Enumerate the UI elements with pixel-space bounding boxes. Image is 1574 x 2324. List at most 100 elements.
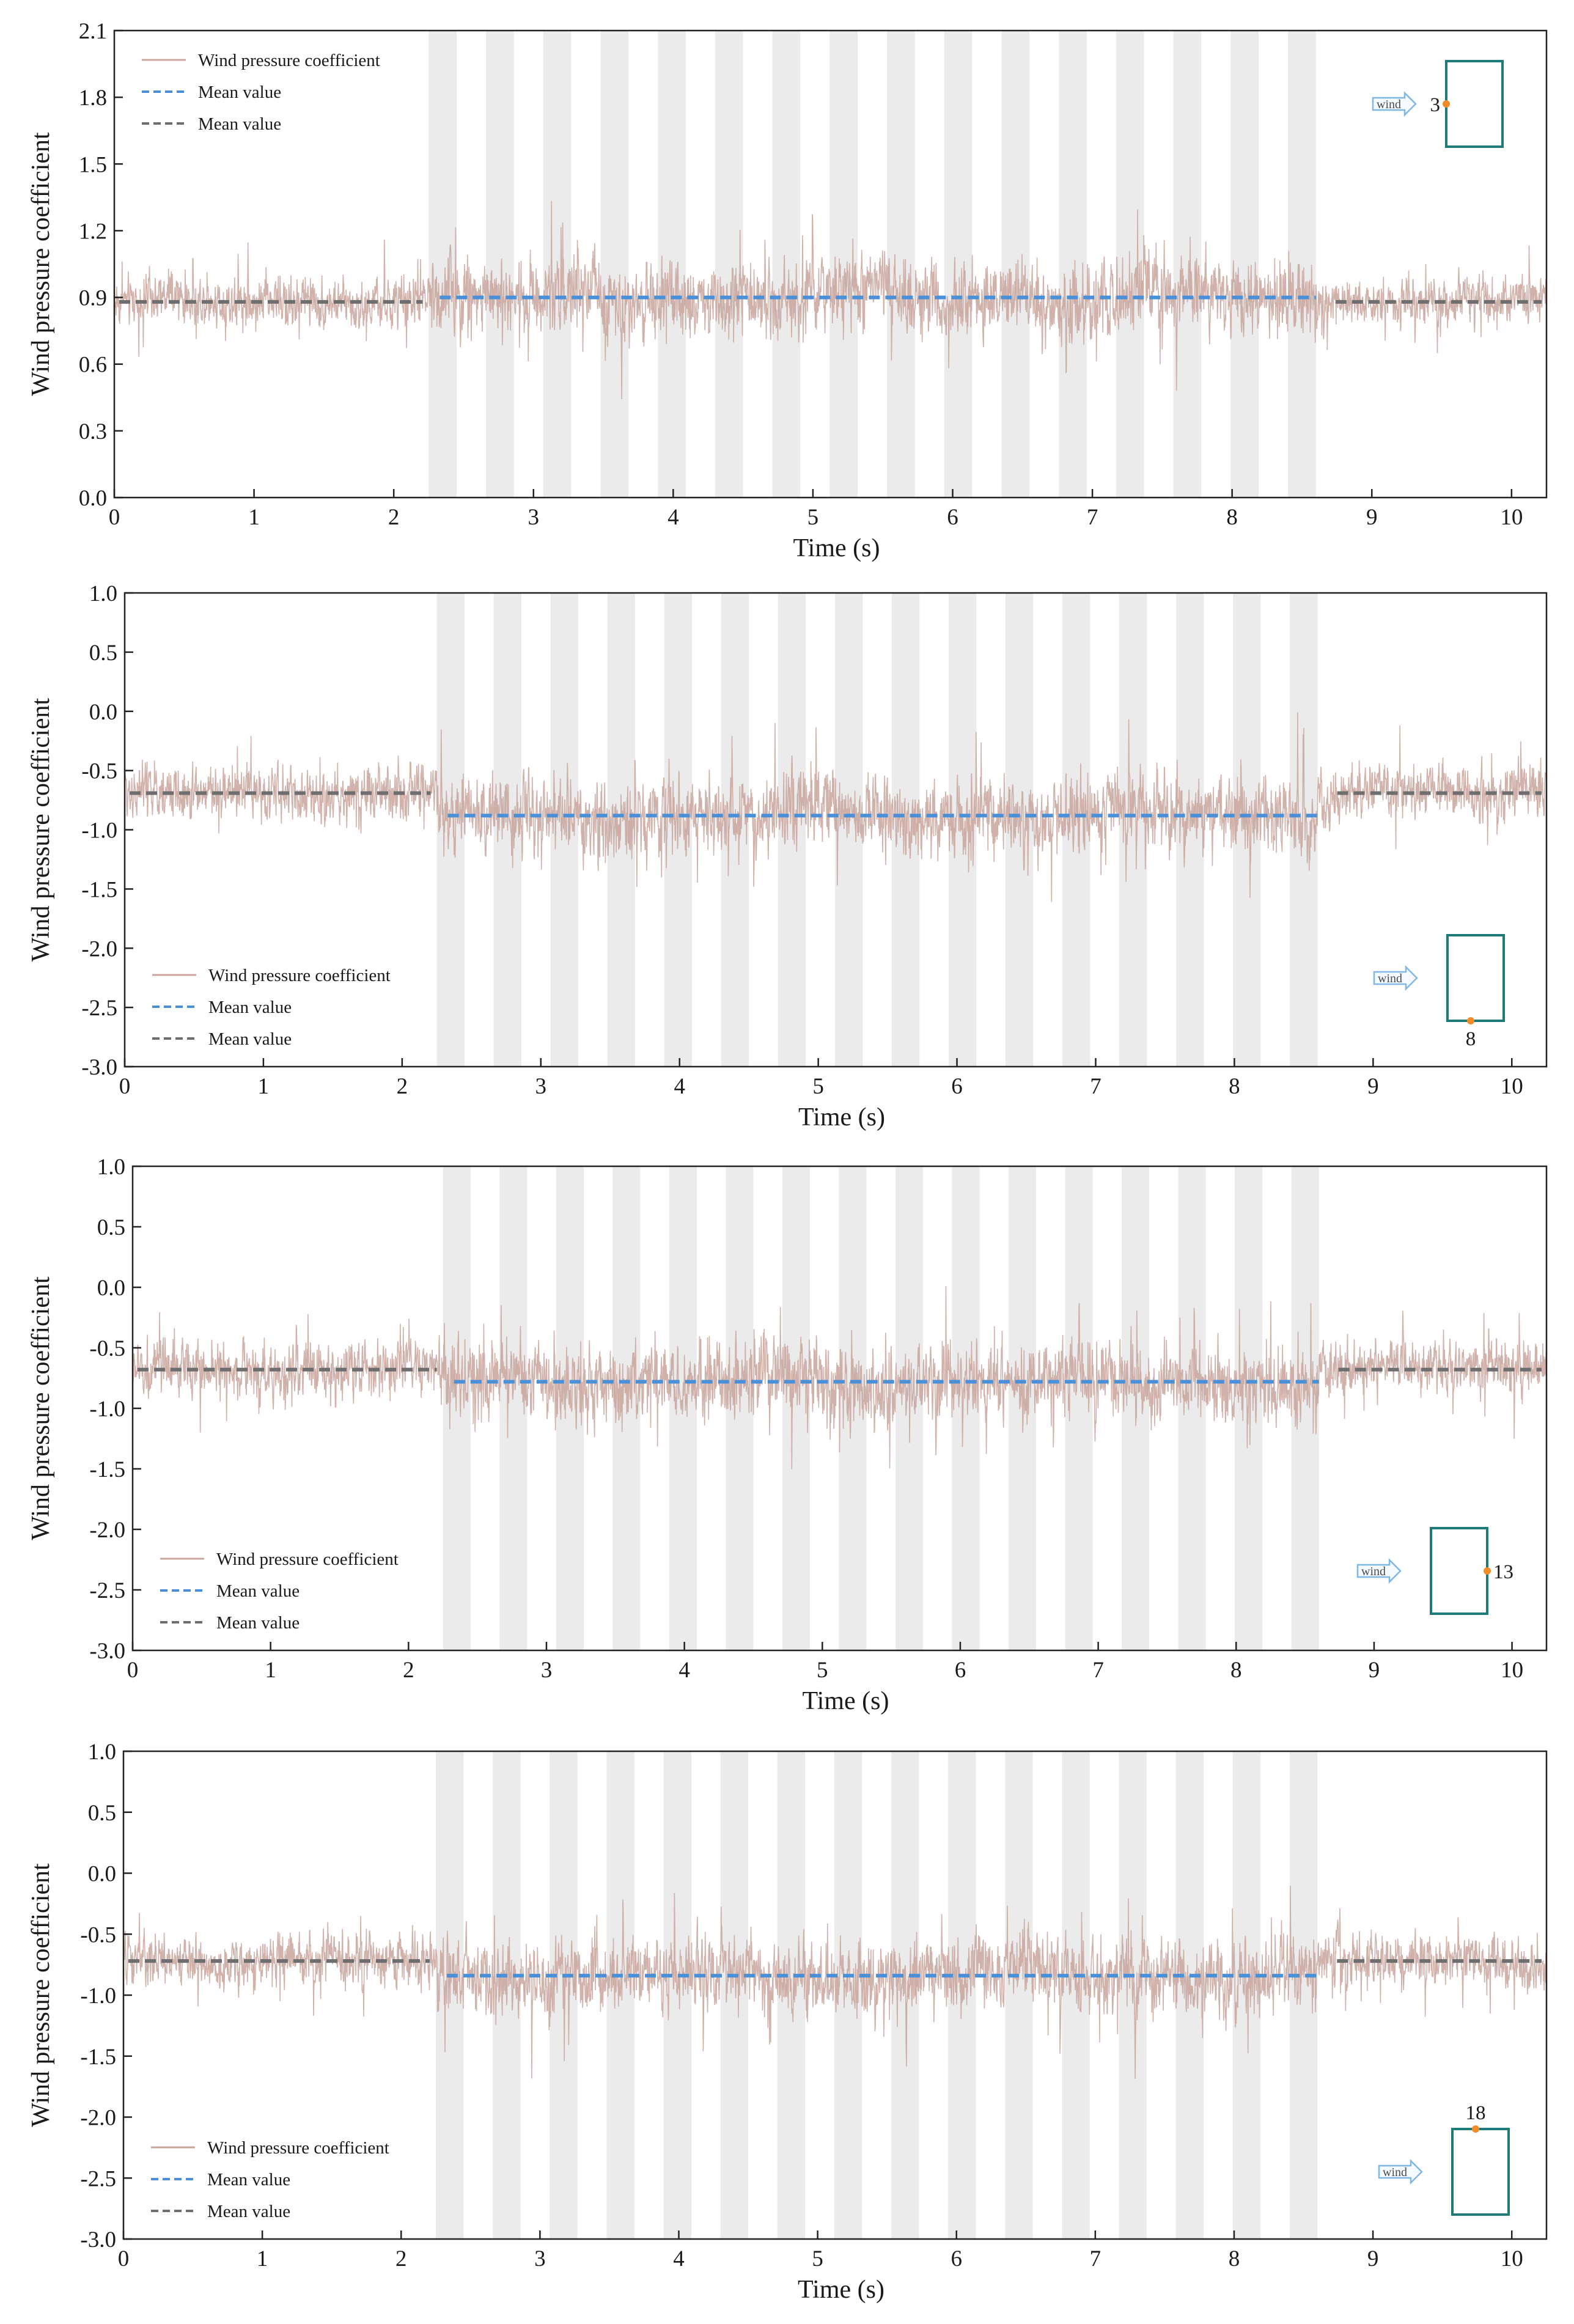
- legend-label: Wind pressure coefficient: [198, 51, 380, 70]
- legend: Wind pressure coefficient Mean value Mean …: [151, 2138, 389, 2221]
- y-tick-label: -0.5: [81, 759, 117, 784]
- chart-panel-3: 0 1 2 3 4 5 6 7 8 9 10 Time (s) -3.0 -2.5 -2.0 -1.5 -1.0…: [27, 1155, 1548, 1715]
- building-outline: [1451, 2128, 1510, 2216]
- wind-label: wind: [1377, 98, 1401, 111]
- legend-label: Mean value: [198, 83, 281, 102]
- wind-label: wind: [1361, 1565, 1386, 1578]
- y-tick-label: -3.0: [81, 1055, 117, 1080]
- excitation-band: [1230, 31, 1259, 498]
- signal-series: [114, 200, 1546, 399]
- y-tick-label: -1.0: [81, 818, 117, 844]
- x-tick-label: 1: [257, 2246, 268, 2271]
- legend-label: Wind pressure coefficient: [208, 966, 391, 985]
- x-tick-label: 9: [1367, 1074, 1379, 1099]
- plot-frame: [113, 29, 1548, 499]
- y-axis: 0.0 0.3 0.6 0.9 1.2 1.5 1.8 2.1: [79, 19, 123, 511]
- building-inset: wind 13: [1356, 1527, 1513, 1615]
- y-axis: -3.0 -2.5 -2.0 -1.5 -1.0 -0.5 0.0 0.5 1.0: [89, 1155, 141, 1664]
- y-tick-label: 0.0: [88, 1862, 116, 1887]
- excitation-band: [891, 1751, 919, 2239]
- x-axis-title: Time (s): [793, 534, 880, 562]
- tap-label: 13: [1493, 1561, 1513, 1583]
- x-tick-label: 1: [258, 1074, 270, 1099]
- x-tick-label: 1: [248, 505, 260, 530]
- wind-arrow-icon: [1378, 2158, 1423, 2185]
- x-tick-label: 8: [1229, 2246, 1240, 2271]
- y-tick-label: 0.9: [79, 286, 107, 311]
- x-tick-label: 7: [1090, 2246, 1101, 2271]
- x-axis-title: Time (s): [798, 2276, 884, 2304]
- excitation-band: [486, 31, 514, 498]
- tap-marker: [1472, 2125, 1479, 2133]
- y-tick-label: 0.0: [97, 1276, 125, 1301]
- legend-label: Wind pressure coefficient: [216, 1550, 399, 1569]
- x-tick-label: 7: [1090, 1074, 1101, 1099]
- y-tick-label: 1.8: [79, 86, 107, 111]
- wind-label: wind: [1378, 972, 1402, 985]
- x-tick-label: 5: [807, 505, 819, 530]
- tap-label: 8: [1466, 1028, 1476, 1050]
- x-tick-label: 9: [1367, 2246, 1379, 2271]
- x-tick-label: 6: [947, 505, 958, 530]
- signal-series: [125, 712, 1546, 902]
- excitation-bands: [428, 31, 1316, 498]
- excitation-band: [443, 1166, 471, 1650]
- legend-label: Mean value: [208, 998, 292, 1017]
- legend: Wind pressure coefficient Mean value Mean …: [142, 51, 380, 134]
- wind-label: wind: [1383, 2166, 1407, 2179]
- x-tick-label: 10: [1501, 1074, 1523, 1099]
- x-tick-label: 3: [528, 505, 540, 530]
- x-tick-label: 3: [535, 1074, 547, 1099]
- y-tick-label: -1.5: [80, 2045, 116, 2070]
- y-tick-label: -1.5: [81, 877, 117, 902]
- excitation-band: [1005, 1751, 1033, 2239]
- y-tick-label: -3.0: [89, 1639, 125, 1664]
- y-axis: -3.0 -2.5 -2.0 -1.5 -1.0 -0.5 0.0 0.5 1.0: [81, 581, 133, 1080]
- excitation-band: [1288, 31, 1316, 498]
- y-tick-label: -0.5: [80, 1922, 116, 1947]
- y-tick-label: 0.5: [97, 1215, 125, 1240]
- excitation-band: [428, 31, 457, 498]
- building-outline: [1446, 934, 1505, 1022]
- tap-marker: [1443, 100, 1450, 108]
- excitation-bands: [436, 1751, 1318, 2239]
- y-tick-label: 2.1: [79, 19, 107, 44]
- x-tick-label: 6: [951, 1074, 963, 1099]
- building-inset: wind 3: [1372, 60, 1504, 148]
- excitation-band: [944, 31, 973, 498]
- x-axis: 0 1 2 3 4 5 6 7 8 9 10: [119, 1058, 1523, 1099]
- excitation-band: [1001, 31, 1030, 498]
- x-tick-label: 6: [951, 2246, 962, 2271]
- signal-series: [133, 1285, 1546, 1469]
- x-tick-label: 10: [1501, 1658, 1523, 1683]
- y-tick-label: 0.6: [79, 353, 107, 378]
- x-axis: 0 1 2 3 4 5 6 7 8 9 10: [127, 1642, 1523, 1683]
- excitation-band: [1005, 593, 1034, 1067]
- x-tick-label: 10: [1500, 505, 1523, 530]
- x-tick-label: 8: [1229, 1074, 1240, 1099]
- excitation-band: [1116, 31, 1144, 498]
- y-tick-label: -1.0: [80, 1984, 116, 2009]
- excitation-band: [1175, 1751, 1204, 2239]
- tap-marker: [1484, 1567, 1491, 1575]
- excitation-band: [772, 31, 801, 498]
- y-tick-label: 1.0: [97, 1155, 125, 1180]
- tap-marker: [1467, 1017, 1474, 1024]
- x-tick-label: 8: [1230, 1658, 1242, 1683]
- x-tick-label: 1: [265, 1658, 276, 1683]
- excitation-band: [499, 1166, 528, 1650]
- x-axis: 0 1 2 3 4 5 6 7 8 9 10: [118, 2230, 1523, 2271]
- excitation-band: [715, 31, 743, 498]
- y-tick-label: -2.5: [81, 996, 117, 1021]
- y-tick-label: -1.0: [89, 1397, 125, 1422]
- y-tick-label: -3.0: [80, 2227, 116, 2252]
- chart-panel-4: 0 1 2 3 4 5 6 7 8 9 10 Time (s) -3.0 -2.5 -2.0 -1.5 -1.0…: [27, 1740, 1548, 2304]
- y-tick-label: -2.0: [80, 2106, 116, 2131]
- y-tick-label: -2.0: [81, 936, 117, 962]
- legend-label: Mean value: [207, 2170, 290, 2190]
- building-inset: wind 18: [1378, 2102, 1510, 2216]
- x-tick-label: 2: [403, 1658, 414, 1683]
- wind-arrow-icon: [1372, 90, 1417, 117]
- x-tick-label: 0: [127, 1658, 139, 1683]
